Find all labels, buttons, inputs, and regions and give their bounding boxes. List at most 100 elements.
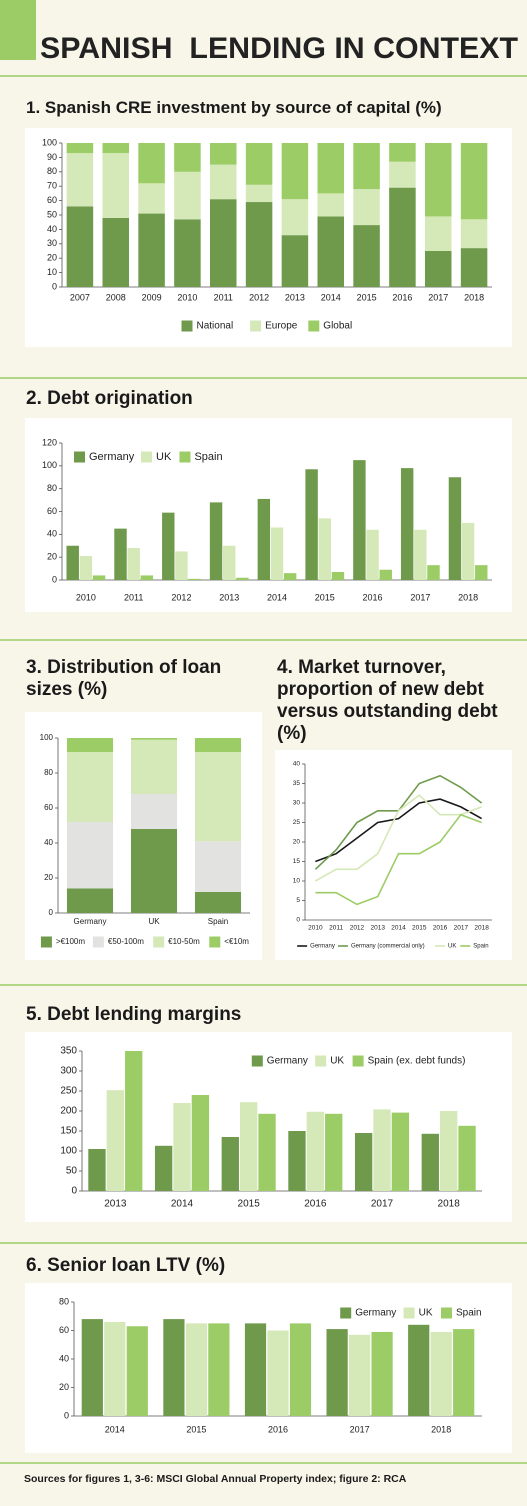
legend-label: Europe (265, 321, 298, 332)
legend-label: UK (156, 451, 172, 463)
bar-segment (102, 143, 130, 154)
bar (244, 1323, 267, 1416)
x-tick-label: 2013 (285, 292, 305, 302)
bar (305, 469, 318, 580)
bar-segment (138, 183, 165, 214)
bar-segment (424, 216, 452, 251)
bar (185, 1323, 208, 1416)
legend-label: Germany (355, 1308, 396, 1319)
bar (408, 1324, 430, 1416)
x-tick-label: 2016 (363, 592, 383, 602)
y-tick-label: 100 (40, 733, 54, 742)
y-tick-label: 20 (47, 552, 57, 562)
chart-title: 1. Spanish CRE investment by source of c… (26, 98, 442, 117)
x-tick-label: 2010 (177, 292, 197, 302)
x-tick-label: 2018 (474, 925, 489, 932)
bar (208, 1323, 230, 1416)
y-tick-label: 80 (59, 1296, 69, 1306)
bar (354, 1133, 373, 1191)
y-tick-label: 40 (293, 761, 301, 768)
bar (458, 1125, 476, 1191)
x-tick-label: 2018 (431, 1424, 451, 1434)
bar-segment (174, 143, 201, 172)
y-tick-label: 40 (47, 529, 57, 539)
bar-segment (389, 143, 416, 162)
bar (400, 468, 414, 580)
y-tick-label: 40 (44, 838, 53, 847)
chart-title: 6. Senior loan LTV (%) (26, 1255, 226, 1276)
bar-segment (424, 251, 452, 287)
x-tick-label: 2015 (238, 1199, 261, 1210)
y-tick-label: 70 (47, 181, 57, 191)
bar-segment (194, 841, 242, 892)
bar (125, 1051, 143, 1191)
bar-segment (138, 143, 165, 184)
chart-title: 3. Distribution of loan sizes (%) (26, 657, 222, 700)
bar (173, 1103, 191, 1191)
x-tick-label: 2016 (268, 1424, 288, 1434)
bar-segment (389, 161, 416, 188)
bar (440, 1111, 458, 1191)
bar (104, 1321, 126, 1416)
y-tick-label: 20 (47, 253, 57, 263)
y-tick-label: 30 (293, 800, 301, 807)
bar-segment (460, 248, 488, 287)
x-tick-label: 2010 (76, 592, 96, 602)
bar-segment (66, 888, 114, 913)
bar (140, 575, 154, 580)
legend-swatch (141, 451, 153, 463)
legend-label: Spain (ex. debt funds) (368, 1056, 466, 1067)
y-tick-label: 350 (60, 1046, 77, 1057)
x-tick-label: UK (148, 917, 160, 926)
bar (175, 551, 188, 580)
bar (289, 1323, 312, 1416)
legend-label: National (197, 321, 234, 332)
bar (427, 565, 440, 580)
bar (258, 1113, 276, 1191)
bar (288, 1131, 306, 1191)
y-tick-label: 0 (296, 917, 300, 924)
x-tick-label: 2015 (357, 292, 377, 302)
chart-title: 5. Debt lending margins (26, 1004, 242, 1025)
bar-segment (353, 143, 380, 190)
bar (318, 518, 331, 580)
x-tick-label: 2016 (392, 292, 412, 302)
bar (240, 1102, 258, 1191)
bar (331, 572, 345, 580)
line (314, 794, 482, 882)
bar-segment (424, 143, 452, 217)
bar-segment (66, 822, 114, 889)
y-tick-label: 0 (49, 908, 54, 917)
bar-segment (174, 171, 201, 220)
chart-panel (275, 750, 512, 960)
bar (257, 498, 271, 580)
bar (81, 1319, 103, 1416)
x-tick-label: 2016 (433, 925, 448, 932)
x-tick-label: 2008 (106, 292, 126, 302)
bar-segment (245, 143, 273, 185)
y-tick-label: 5 (296, 897, 300, 904)
bar (88, 1149, 106, 1191)
y-tick-label: 40 (47, 224, 57, 234)
y-tick-label: 80 (47, 166, 57, 176)
y-tick-label: 90 (47, 152, 57, 162)
bar (430, 1331, 452, 1416)
bar (283, 573, 297, 580)
y-tick-label: 100 (60, 1146, 77, 1157)
y-tick-label: 0 (64, 1410, 69, 1420)
x-tick-label: 2018 (464, 292, 484, 302)
bar (348, 1334, 371, 1416)
x-tick-label: 2010 (308, 925, 323, 932)
legend-label: €50-100m (108, 937, 144, 946)
bar (209, 502, 223, 580)
legend-label: Spain (456, 1308, 482, 1319)
y-tick-label: 100 (42, 137, 57, 147)
x-tick-label: 2015 (412, 925, 427, 932)
y-tick-label: 60 (47, 506, 57, 516)
x-tick-label: Germany (74, 917, 107, 926)
x-tick-label: 2014 (321, 292, 341, 302)
bar (92, 575, 106, 580)
bar (461, 522, 475, 580)
legend-swatch (308, 320, 320, 332)
chart-title: 2. Debt origination (26, 388, 193, 409)
